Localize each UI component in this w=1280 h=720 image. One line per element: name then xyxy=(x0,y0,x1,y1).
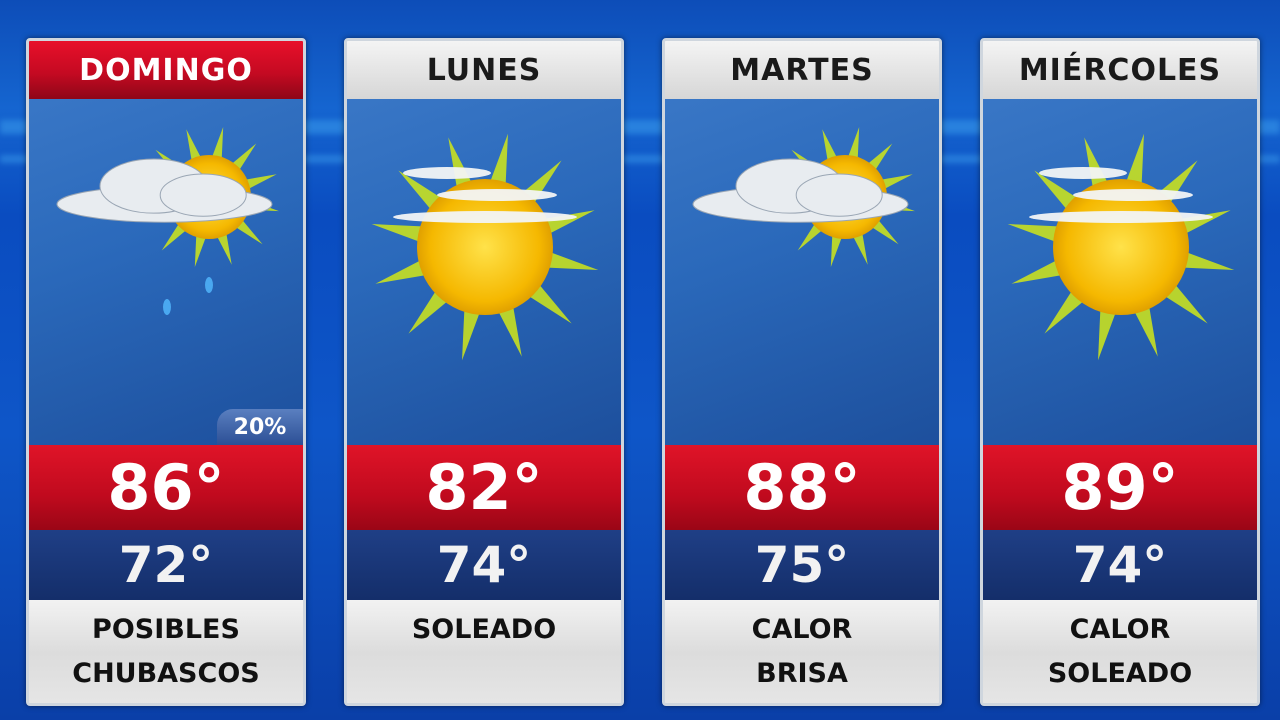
sun-ray xyxy=(375,258,431,284)
day-name: DOMINGO xyxy=(29,41,303,99)
sunny-thin-clouds-icon xyxy=(371,133,599,361)
thin-cloud xyxy=(1073,189,1193,201)
condition-line-1: CALOR xyxy=(1069,614,1171,645)
day-forecast-panel: MIÉRCOLES 89° 74° CALOR SOLEADO xyxy=(980,38,1260,706)
background-stripe xyxy=(0,155,1280,163)
sun-ray xyxy=(1175,210,1231,236)
thin-cloud xyxy=(393,211,577,223)
condition-line-1: POSIBLES xyxy=(92,614,240,645)
sun-ray xyxy=(1124,133,1144,190)
condition-line-2: SOLEADO xyxy=(1047,658,1193,689)
sun-ray xyxy=(194,232,207,267)
sun-ray xyxy=(186,129,203,164)
condition-line-1: CALOR xyxy=(751,614,853,645)
low-temperature: 75° xyxy=(665,530,939,600)
sun-ray xyxy=(1178,250,1235,270)
condition-line-2: BRISA xyxy=(756,658,848,689)
weather-icon-area: 20% xyxy=(29,99,303,445)
high-temperature: 86° xyxy=(29,445,303,530)
sun-ray xyxy=(851,230,868,265)
weather-icon-area xyxy=(347,99,621,445)
high-temperature: 89° xyxy=(983,445,1257,530)
condition-description: SOLEADO xyxy=(347,600,621,703)
sun-ray xyxy=(1084,137,1110,193)
sun-ray xyxy=(462,304,482,361)
condition-description: CALOR SOLEADO xyxy=(983,600,1257,703)
sun-ray xyxy=(822,129,839,164)
condition-description: POSIBLES CHUBASCOS xyxy=(29,600,303,703)
background-stripe xyxy=(0,120,1280,134)
condition-line-2: CHUBASCOS xyxy=(72,658,260,689)
condition-description: CALOR BRISA xyxy=(665,600,939,703)
cloud xyxy=(56,158,273,223)
cloud xyxy=(692,158,909,223)
sun-ray xyxy=(878,174,913,191)
precipitation-chance: 20% xyxy=(217,409,303,445)
day-name: MIÉRCOLES xyxy=(983,41,1257,99)
weather-icon-area xyxy=(983,99,1257,445)
day-forecast-panel: DOMINGO 20% 86° 72° POSIBLES CHUBASCOS xyxy=(26,38,306,706)
sun-ray xyxy=(542,250,599,270)
day-forecast-panel: LUNES 82° 74° SOLEADO xyxy=(344,38,624,706)
sun-ray xyxy=(1011,258,1067,284)
condition-line-1: SOLEADO xyxy=(411,614,557,645)
sun-ray xyxy=(371,224,428,244)
low-temperature: 72° xyxy=(29,530,303,600)
low-temperature: 74° xyxy=(347,530,621,600)
sun-ray xyxy=(448,137,474,193)
low-temperature: 74° xyxy=(983,530,1257,600)
thin-cloud xyxy=(437,189,557,201)
sun-ray xyxy=(215,230,232,265)
sun-ray xyxy=(488,133,508,190)
sun-ray xyxy=(539,210,595,236)
sun-ray xyxy=(1132,301,1158,357)
thin-cloud xyxy=(1039,167,1127,179)
sun-ray xyxy=(1098,304,1118,361)
sun-ray xyxy=(242,174,277,191)
sun-ray xyxy=(211,127,224,162)
sunny-thin-clouds-icon xyxy=(1007,133,1235,361)
sun-ray xyxy=(830,232,843,267)
day-forecast-panel: MARTES 88° 75° CALOR BRISA xyxy=(662,38,942,706)
sun-cloud-rain-icon xyxy=(56,127,279,315)
day-name: LUNES xyxy=(347,41,621,99)
high-temperature: 88° xyxy=(665,445,939,530)
day-name: MARTES xyxy=(665,41,939,99)
thin-cloud xyxy=(1029,211,1213,223)
raindrop xyxy=(163,299,171,315)
raindrop xyxy=(205,277,213,293)
sun-ray xyxy=(847,127,860,162)
partly-cloudy-icon xyxy=(692,127,915,267)
sun-ray xyxy=(1007,224,1064,244)
weather-icon-area xyxy=(665,99,939,445)
thin-cloud xyxy=(403,167,491,179)
high-temperature: 82° xyxy=(347,445,621,530)
sun-ray xyxy=(496,301,522,357)
